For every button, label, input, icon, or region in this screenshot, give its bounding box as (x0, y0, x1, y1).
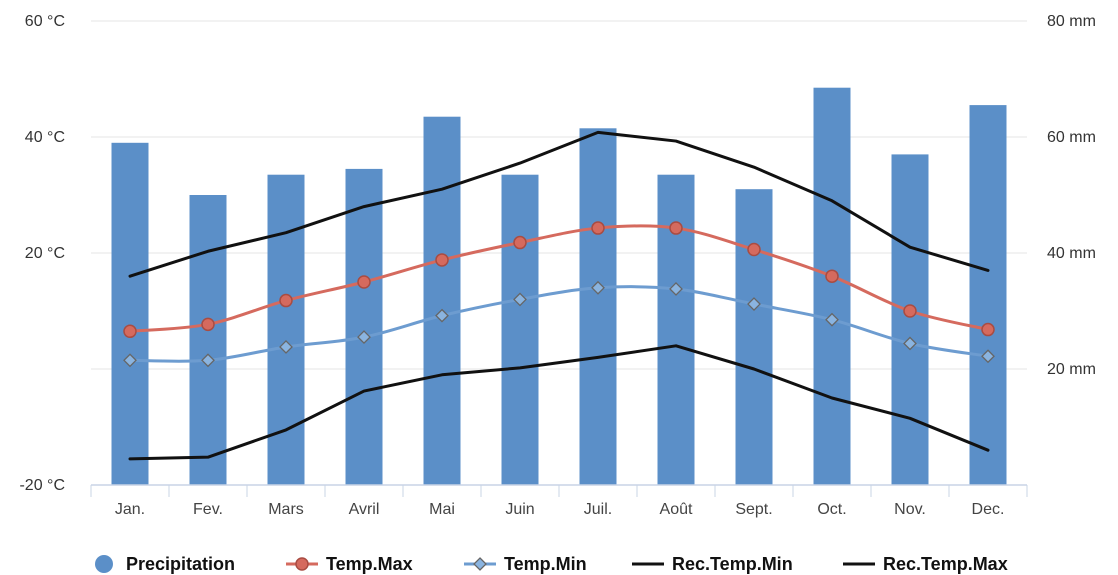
temp-min-point (981, 349, 995, 364)
rec-temp-min-line (128, 344, 990, 461)
axes: 60 °C 40 °C 20 °C -20 °C 80 mm 60 mm 40 mm 20 m… (19, 13, 1095, 518)
rec-temp-max-line (128, 130, 990, 278)
temp-max-point (903, 304, 917, 318)
precipitation-bar (813, 87, 851, 485)
x-axis-tick-label: Avril (349, 501, 380, 518)
temp-max-point (591, 221, 605, 235)
temp-min-point (279, 340, 293, 354)
temp-max-point (825, 269, 839, 283)
legend-item-temp-max[interactable]: Temp.Max (286, 554, 413, 574)
x-axis-tick-label: Juil. (584, 501, 612, 518)
temp-min-point (591, 280, 605, 295)
temp-max-point (279, 293, 293, 308)
precipitation-bar (267, 174, 305, 485)
temp-max-point (357, 275, 371, 289)
right-axis-tick-label: 40 mm (1047, 245, 1096, 262)
precipitation-bar (969, 105, 1007, 485)
x-axis-tick-label: Nov. (894, 501, 926, 518)
temp-max-point (123, 324, 137, 339)
legend-symbol (295, 557, 309, 571)
precipitation-bar (657, 174, 695, 485)
temp-min-point (435, 308, 449, 323)
legend-label: Precipitation (126, 554, 235, 574)
left-axis-tick-label: 40 °C (25, 129, 65, 146)
legend-label: Temp.Max (326, 554, 413, 574)
x-axis-tick-label: Jan. (115, 501, 145, 518)
temp-min-point (513, 292, 527, 307)
precipitation-bar (579, 128, 617, 486)
legend-item-precipitation[interactable]: Precipitation (95, 554, 235, 574)
legend-label: Temp.Min (504, 554, 587, 574)
temp-min-point (903, 336, 917, 351)
precipitation-bar (891, 154, 929, 485)
right-axis-tick-label: 80 mm (1047, 13, 1096, 30)
precipitation-bar (345, 168, 383, 485)
legend-symbol (95, 555, 113, 573)
temp-min-point (123, 353, 137, 368)
temperature-lines (128, 130, 990, 461)
x-axis-tick-label: Oct. (817, 501, 846, 518)
precipitation-bar (735, 189, 773, 485)
x-axis-tick-label: Sept. (735, 501, 772, 518)
temp-max-point (669, 221, 683, 235)
temp-min-point (357, 330, 371, 345)
temp-max-point (747, 242, 761, 257)
precipitation-bar (423, 116, 461, 485)
temp-max-point (981, 322, 995, 337)
x-axis-tick-label: Mars (268, 501, 304, 518)
temp-min-line (128, 285, 990, 363)
x-axis-tick-label: Dec. (972, 501, 1005, 518)
gridlines (91, 20, 1027, 370)
precipitation-bar (111, 142, 149, 486)
temp-max-point (201, 317, 215, 332)
legend-symbol (473, 557, 487, 571)
precipitation-bars (111, 87, 1007, 486)
temp-min-point (825, 312, 839, 327)
legend-label: Rec.Temp.Max (883, 554, 1008, 574)
left-axis-tick-label: -20 °C (19, 477, 65, 494)
temp-max-line (128, 224, 990, 333)
right-axis-tick-label: 20 mm (1047, 361, 1096, 378)
temp-min-point (201, 353, 215, 368)
precipitation-bar (501, 174, 539, 485)
legend-item-rec-temp-min[interactable]: Rec.Temp.Min (632, 554, 793, 574)
temp-min-point (669, 282, 683, 296)
legend: Precipitation Temp.Max Temp.Min Rec.Temp.Mi… (95, 554, 1008, 574)
x-axis-tick-label: Juin (505, 501, 534, 518)
x-axis-tick-label: Août (660, 501, 693, 518)
left-axis-tick-label: 60 °C (25, 13, 65, 30)
line-markers (123, 221, 995, 368)
legend-item-rec-temp-max[interactable]: Rec.Temp.Max (843, 554, 1008, 574)
x-axis-tick-label: Mai (429, 501, 455, 518)
legend-label: Rec.Temp.Min (672, 554, 793, 574)
x-axis-tick-label: Fev. (193, 501, 223, 518)
precipitation-bar (189, 195, 227, 485)
temp-max-point (513, 235, 527, 250)
left-axis-tick-label: 20 °C (25, 245, 65, 262)
right-axis-tick-label: 60 mm (1047, 129, 1096, 146)
temp-max-point (435, 253, 449, 267)
legend-item-temp-min[interactable]: Temp.Min (464, 554, 587, 574)
temp-min-point (747, 297, 761, 311)
